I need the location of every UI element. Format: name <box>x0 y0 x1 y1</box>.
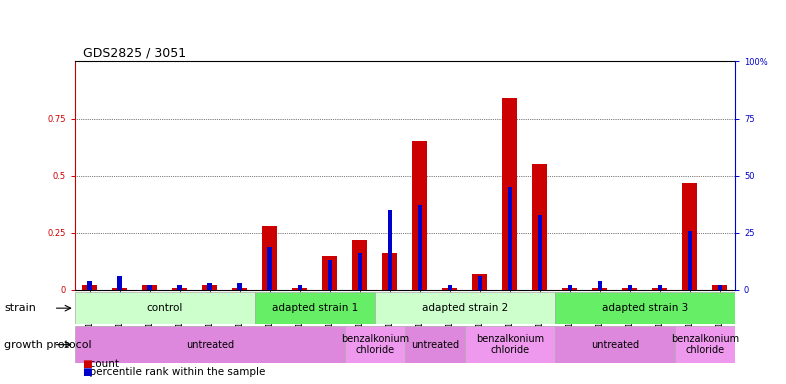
Text: untreated: untreated <box>411 339 459 350</box>
Bar <box>358 253 362 290</box>
Text: ■: ■ <box>83 367 92 377</box>
Bar <box>682 182 697 290</box>
Bar <box>417 205 422 290</box>
Bar <box>75 326 345 363</box>
Bar <box>352 240 367 290</box>
Bar <box>255 292 375 324</box>
Bar <box>178 285 182 290</box>
Bar <box>688 230 692 290</box>
Text: benzalkonium
chloride: benzalkonium chloride <box>476 334 544 356</box>
Bar <box>405 326 465 363</box>
Bar <box>112 288 127 290</box>
Text: untreated: untreated <box>591 339 639 350</box>
Bar <box>555 292 735 324</box>
Bar <box>443 288 457 290</box>
Bar <box>208 283 212 290</box>
Bar <box>232 288 248 290</box>
Bar <box>413 141 428 290</box>
Bar <box>555 326 675 363</box>
Bar <box>508 187 512 290</box>
Text: GDS2825 / 3051: GDS2825 / 3051 <box>83 46 185 60</box>
Bar <box>297 285 302 290</box>
Text: benzalkonium
chloride: benzalkonium chloride <box>670 334 739 356</box>
Bar <box>375 292 555 324</box>
Bar <box>87 281 92 290</box>
Bar <box>172 288 187 290</box>
Bar <box>148 285 152 290</box>
Text: adapted strain 3: adapted strain 3 <box>602 303 688 313</box>
Bar <box>718 285 722 290</box>
Bar <box>447 285 452 290</box>
Bar <box>328 260 332 290</box>
Bar <box>567 285 572 290</box>
Bar <box>83 285 97 290</box>
Bar <box>597 281 602 290</box>
Bar <box>387 210 392 290</box>
Bar <box>202 285 217 290</box>
Bar <box>322 256 337 290</box>
Bar <box>237 283 242 290</box>
Bar <box>712 285 727 290</box>
Bar <box>593 288 608 290</box>
Text: control: control <box>146 303 183 313</box>
Text: untreated: untreated <box>185 339 233 350</box>
Bar <box>502 98 517 290</box>
Text: strain: strain <box>4 303 36 313</box>
Text: count: count <box>83 359 119 369</box>
Bar <box>628 285 632 290</box>
Bar <box>263 226 277 290</box>
Bar <box>117 276 122 290</box>
Text: benzalkonium
chloride: benzalkonium chloride <box>340 334 409 356</box>
Bar <box>652 288 667 290</box>
Text: growth protocol: growth protocol <box>4 339 91 350</box>
Bar <box>382 253 397 290</box>
Bar <box>538 215 542 290</box>
Bar <box>532 164 547 290</box>
Text: adapted strain 2: adapted strain 2 <box>421 303 508 313</box>
Bar <box>623 288 637 290</box>
Bar <box>292 288 307 290</box>
Bar <box>478 276 482 290</box>
Bar <box>658 285 662 290</box>
Bar <box>267 247 272 290</box>
Bar <box>465 326 555 363</box>
Text: percentile rank within the sample: percentile rank within the sample <box>83 367 265 377</box>
Text: ■: ■ <box>83 359 92 369</box>
Bar <box>562 288 578 290</box>
Bar <box>345 326 405 363</box>
Bar <box>675 326 735 363</box>
Bar <box>142 285 157 290</box>
Bar <box>472 274 487 290</box>
Bar <box>75 292 255 324</box>
Text: adapted strain 1: adapted strain 1 <box>272 303 358 313</box>
